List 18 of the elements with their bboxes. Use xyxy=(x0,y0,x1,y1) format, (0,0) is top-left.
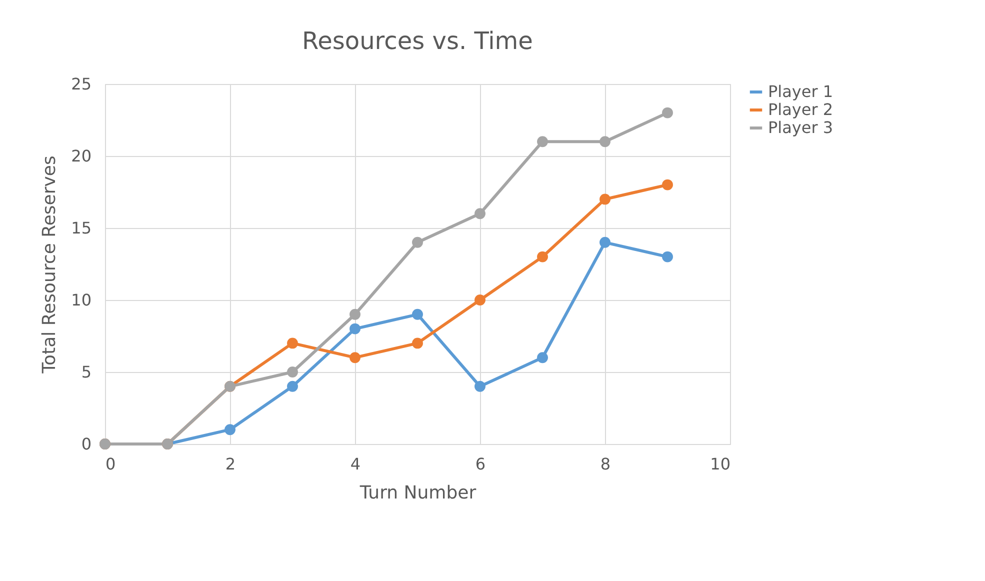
y-tick-label: 15 xyxy=(71,218,92,238)
legend-label: Player 2 xyxy=(768,100,834,119)
y-tick-label: 0 xyxy=(81,434,92,454)
x-tick-label: 2 xyxy=(225,454,236,474)
x-tick-label: 4 xyxy=(350,454,361,474)
x-tick-label: 0 xyxy=(106,454,116,474)
x-tick-label: 6 xyxy=(475,454,486,474)
y-axis-title: Total Resource Reserves xyxy=(39,156,60,374)
y-tick-label: 25 xyxy=(71,74,92,94)
y-tick-label: 5 xyxy=(81,362,92,382)
y-tick-label: 20 xyxy=(71,146,92,166)
x-tick-label: 8 xyxy=(600,454,611,474)
legend-label: Player 3 xyxy=(768,118,834,137)
x-axis-title: Turn Number xyxy=(358,482,477,504)
x-tick-label: 10 xyxy=(710,454,730,474)
legend-label: Player 1 xyxy=(768,82,834,101)
y-tick-label: 10 xyxy=(71,290,92,310)
chart-title: Resources vs. Time xyxy=(302,27,533,55)
